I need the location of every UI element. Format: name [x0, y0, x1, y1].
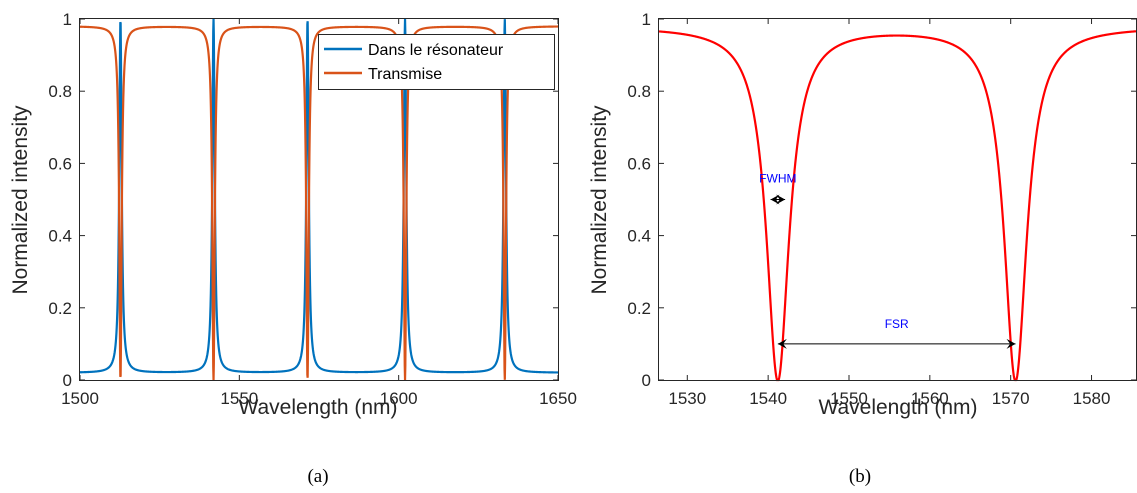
chart-b-ticks: 1530 1540 1550 1560 1570 1580 0 0.2 0.4 0.6 0.8 1 [627, 10, 1136, 408]
chart-a-ytick-label: 1 [63, 10, 72, 29]
chart-b-ytick-label: 0.8 [627, 82, 651, 101]
chart-a-legend-label-0: Dans le résonateur [368, 42, 504, 59]
chart-b-xlabel: Wavelength (nm) [818, 396, 977, 419]
chart-b-ylabel: Normalized intensity [588, 105, 611, 295]
chart-b-curves [658, 30, 1137, 382]
chart-a-ytick-label: 0.8 [48, 82, 72, 101]
annotation-arrowhead [770, 194, 780, 205]
chart-a-legend-label-1: Transmise [368, 66, 442, 83]
chart-a: 1500 1550 1600 1650 0 0.2 0.4 0.6 0.8 1 Wavelengt… [9, 10, 577, 487]
chart-b-ytick-label: 0.2 [627, 299, 651, 318]
chart-b-xtick-label: 1580 [1073, 389, 1111, 408]
chart-b-caption: (b) [849, 466, 871, 487]
chart-b-series-0-line [658, 30, 1137, 382]
annotation-arrowhead [1006, 338, 1016, 349]
annotation-arrowhead [777, 338, 787, 349]
chart-b-xtick-label: 1550 [830, 389, 868, 408]
chart-b-ytick-label: 0.4 [627, 227, 651, 246]
chart-b-ytick-label: 0.6 [627, 154, 651, 173]
chart-a-series-0-line [79, 18, 558, 374]
chart-b: 1530 1540 1550 1560 1570 1580 0 0.2 0.4 0.6 0.8 1 F… [588, 10, 1137, 487]
chart-a-legend-box [318, 34, 555, 90]
chart-a-xtick-label: 1600 [380, 389, 418, 408]
chart-a-xtick-label: 1650 [539, 389, 577, 408]
annotation-arrowhead [776, 194, 786, 205]
fwhm-label: FWHM [759, 172, 796, 186]
chart-a-series-1-line [79, 25, 558, 381]
chart-a-ticks: 1500 1550 1600 1650 0 0.2 0.4 0.6 0.8 1 [48, 10, 577, 408]
chart-b-ytick-label: 0 [642, 371, 651, 390]
chart-a-ytick-label: 0.4 [48, 227, 72, 246]
chart-a-legend: Dans le résonateur Transmise [318, 34, 555, 90]
chart-a-ytick-label: 0.6 [48, 154, 72, 173]
chart-a-xtick-label: 1550 [220, 389, 258, 408]
chart-a-ylabel: Normalized intensity [9, 105, 32, 295]
chart-b-xtick-label: 1570 [992, 389, 1030, 408]
chart-a-caption: (a) [307, 466, 328, 487]
chart-a-frame [79, 18, 559, 381]
chart-b-xtick-label: 1560 [911, 389, 949, 408]
chart-b-xtick-label: 1530 [668, 389, 706, 408]
chart-b-ytick-label: 1 [642, 10, 651, 29]
chart-b-annotations: FWHM FSR [759, 172, 1016, 349]
chart-a-ytick-label: 0 [63, 371, 72, 390]
chart-a-ytick-label: 0.2 [48, 299, 72, 318]
chart-b-xtick-label: 1540 [749, 389, 787, 408]
chart-a-xlabel: Wavelength (nm) [238, 396, 397, 419]
chart-a-xtick-label: 1500 [61, 389, 99, 408]
fsr-label: FSR [885, 317, 909, 331]
chart-a-curves [79, 18, 558, 381]
